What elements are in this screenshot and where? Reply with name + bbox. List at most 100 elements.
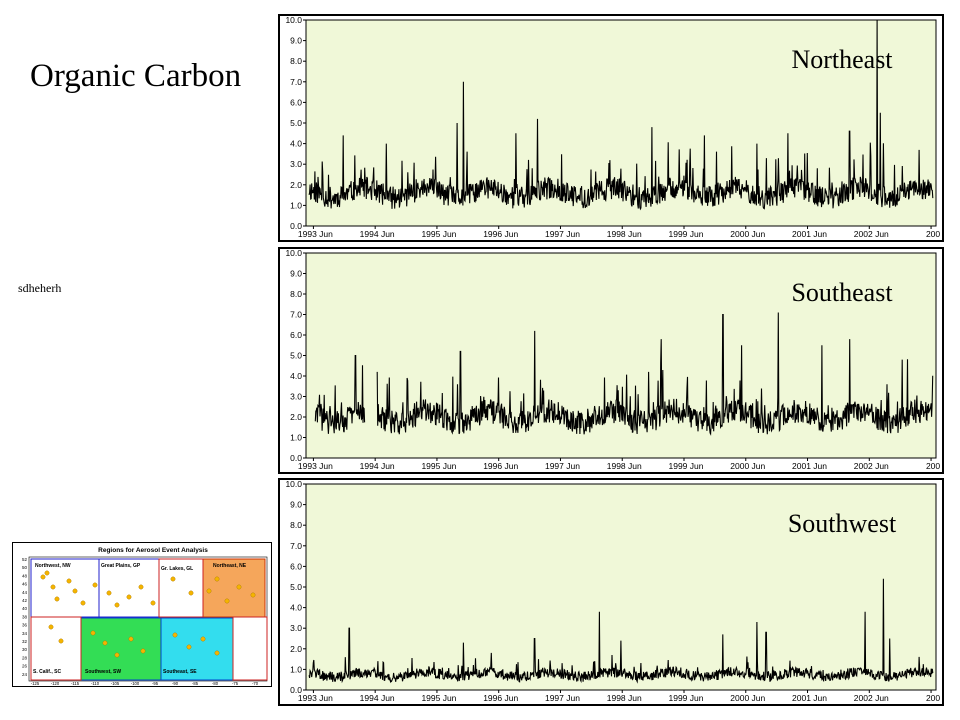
map-site-dot	[126, 594, 132, 600]
map-lon-label: -85	[192, 681, 199, 686]
map-site-dot	[44, 570, 50, 576]
map-lat-label: 46	[22, 582, 28, 587]
region-map-figure: Regions for Aerosol Event Analysis North…	[22, 547, 268, 686]
y-tick-label: 8.0	[290, 520, 302, 530]
x-tick-label: 1998 Jun	[607, 693, 642, 703]
x-tick-label: 2001 Jun	[792, 461, 827, 471]
y-tick-label: 3.0	[290, 392, 302, 402]
map-lat-label: 38	[22, 614, 28, 619]
series-line	[308, 19, 934, 211]
map-lat-label: 52	[22, 557, 28, 562]
map-lon-label: -110	[91, 681, 100, 686]
x-tick-label: 2000 Jun	[730, 693, 765, 703]
x-tick-label: 2001 Jun	[792, 229, 827, 239]
map-site-dot	[114, 652, 120, 658]
y-tick-label: 6.0	[290, 97, 302, 107]
x-tick-label: 1995 Jun	[421, 693, 456, 703]
map-lon-label: -125	[31, 681, 40, 686]
y-tick-label: 10.0	[285, 16, 302, 25]
y-tick-label: 7.0	[290, 541, 302, 551]
y-tick-label: 9.0	[290, 500, 302, 510]
map-site-dot	[114, 602, 120, 608]
map-lat-label: 36	[22, 623, 28, 628]
x-tick-label: 1993 Jun	[298, 229, 333, 239]
x-tick-label: 1998 Jun	[607, 461, 642, 471]
map-lon-label: -115	[71, 681, 80, 686]
map-lon-label: -95	[152, 681, 159, 686]
x-tick-label: 1995 Jun	[421, 229, 456, 239]
map-site-dot	[128, 636, 134, 642]
map-region-northeast-fill	[202, 558, 266, 618]
page-title: Organic Carbon	[30, 58, 242, 94]
x-tick-label: 1999 Jun	[669, 461, 704, 471]
map-site-dot	[200, 636, 206, 642]
map-site-dots	[40, 570, 256, 658]
y-tick-label: 3.0	[290, 159, 302, 169]
map-site-dot	[58, 638, 64, 644]
map-lon-label: -120	[51, 681, 60, 686]
y-tick-label: 4.0	[290, 139, 302, 149]
map-label-greatlakes: Gr. Lakes, GL	[161, 566, 193, 572]
y-tick-label: 7.0	[290, 310, 302, 320]
chart-panel-southwest: 0.0 1.0 2.0 3.0 4.0 5.0 6.0 7.0 8.0 9.0 10.0 1993 J…	[278, 478, 944, 706]
y-tick-label: 0.0	[290, 221, 302, 231]
y-tick-label: 5.0	[290, 118, 302, 128]
map-site-dot	[140, 648, 146, 654]
map-site-dot	[138, 584, 144, 590]
x-tick-label: 1993 Jun	[298, 461, 333, 471]
map-label-northwest: Northwest, NW	[35, 563, 71, 569]
map-lat-label: 24	[22, 672, 28, 677]
map-site-dot	[90, 630, 96, 636]
y-tick-label: 5.0	[290, 582, 302, 592]
y-tick-label: 4.0	[290, 603, 302, 613]
x-tick-label: 1996 Jun	[483, 229, 518, 239]
region-label: Southeast	[791, 278, 893, 307]
y-tick-label: 6.0	[290, 330, 302, 340]
map-site-dot	[250, 592, 256, 598]
side-note: sdheherh	[18, 281, 62, 295]
chart-panel-northeast: 0.0 1.0 2.0 3.0 4.0 5.0 6.0 7.0 8.0 9.0 10.0 1993 J…	[278, 14, 944, 242]
region-map: Regions for Aerosol Event Analysis North…	[12, 542, 272, 687]
region-label: Southwest	[788, 509, 897, 538]
x-tick-label: 200	[926, 461, 940, 471]
x-tick-label: 1997 Jun	[545, 229, 580, 239]
map-lon-label: -105	[111, 681, 120, 686]
map-region-labels: Northwest, NW Great Plains, GP Gr. Lakes…	[33, 563, 247, 675]
map-lat-label: 40	[22, 606, 28, 611]
map-region-scalif-box	[30, 616, 82, 681]
x-tick-label: 200	[926, 693, 940, 703]
y-tick-label: 6.0	[290, 561, 302, 571]
map-lat-label: 30	[22, 647, 28, 652]
map-lat-label: 50	[22, 565, 28, 570]
y-tick-label: 1.0	[290, 200, 302, 210]
map-lon-label: -70	[252, 681, 259, 686]
map-lon-label: -100	[131, 681, 140, 686]
x-tick-label: 1997 Jun	[545, 461, 580, 471]
map-site-dot	[170, 576, 176, 582]
x-tick-label: 2002 Jun	[854, 461, 889, 471]
map-site-dot	[214, 650, 220, 656]
chart-panel-southeast: 0.0 1.0 2.0 3.0 4.0 5.0 6.0 7.0 8.0 9.0 10.0 1993 J…	[278, 247, 944, 474]
map-lat-label: 26	[22, 664, 28, 669]
series-line	[314, 312, 934, 436]
map-site-dot	[40, 574, 46, 580]
map-lat-label: 32	[22, 639, 28, 644]
y-tick-label: 2.0	[290, 412, 302, 422]
x-tick-label: 2001 Jun	[792, 693, 827, 703]
chart-southeast: 0.0 1.0 2.0 3.0 4.0 5.0 6.0 7.0 8.0 9.0 10.0 1993 J…	[285, 249, 940, 471]
map-site-dot	[236, 584, 242, 590]
map-label-southeast: Southeast, SE	[163, 669, 197, 675]
map-lat-label: 44	[22, 590, 28, 595]
map-site-dot	[92, 582, 98, 588]
map-site-dot	[102, 640, 108, 646]
map-site-dot	[54, 596, 60, 602]
map-lon-label: -75	[232, 681, 239, 686]
map-site-dot	[50, 584, 56, 590]
x-tick-label: 1994 Jun	[360, 693, 395, 703]
map-lon-label: -90	[172, 681, 179, 686]
map-lon-label: -80	[212, 681, 219, 686]
y-tick-label: 4.0	[290, 371, 302, 381]
region-label: Northeast	[791, 45, 893, 74]
x-tick-label: 2002 Jun	[854, 693, 889, 703]
x-tick-label: 1995 Jun	[421, 461, 456, 471]
